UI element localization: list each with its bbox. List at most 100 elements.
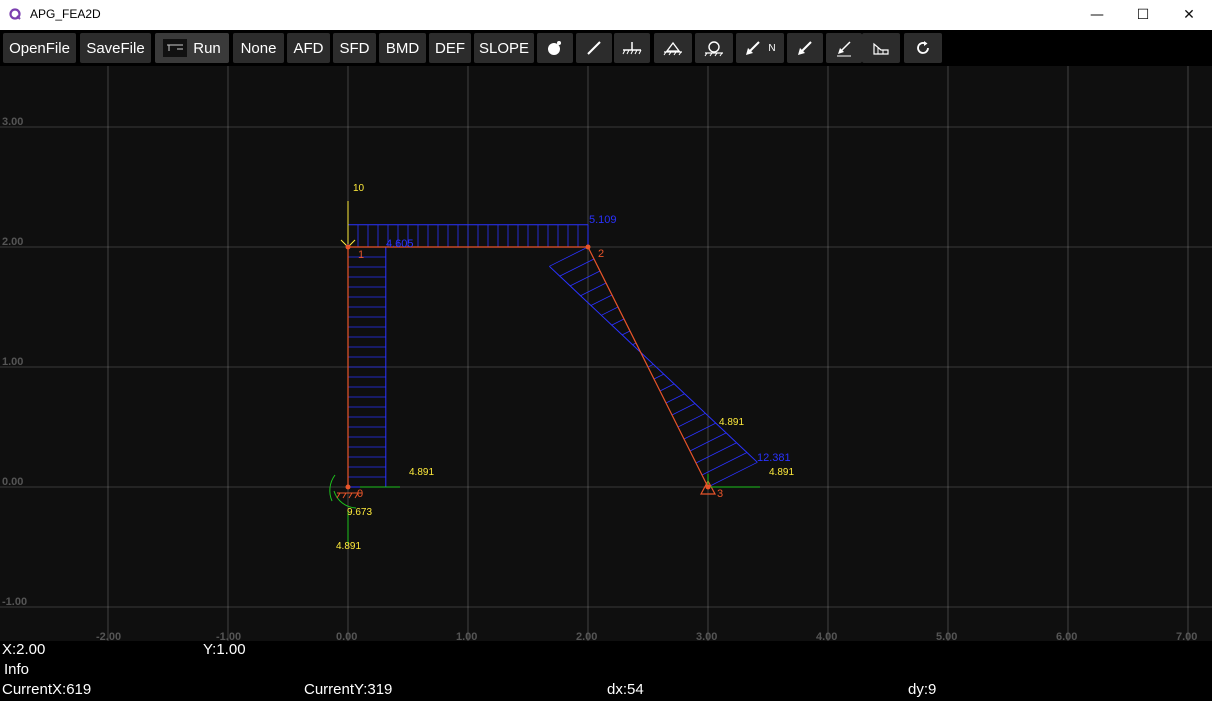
node-label-0: 0 <box>357 488 363 500</box>
base-vertical-reaction-value: 4.891 <box>336 541 361 552</box>
slant-hatch-line <box>677 412 706 428</box>
slant-hatch-line <box>689 432 727 452</box>
y-tick-label: 3.00 <box>2 116 23 128</box>
nodal-force-button[interactable]: N <box>736 33 784 63</box>
fixed-support-button[interactable] <box>614 33 650 63</box>
node-marker-2[interactable] <box>585 244 591 250</box>
slant-mid-value: 4.891 <box>719 417 744 428</box>
fixed-support-node-0 <box>329 474 400 544</box>
x-tick-label: -2.00 <box>96 631 121 641</box>
pin-support-button[interactable] <box>654 33 692 63</box>
run-label: Run <box>193 39 221 57</box>
rotate-button[interactable] <box>904 33 942 63</box>
bmd-button[interactable]: BMD <box>379 33 426 63</box>
y-tick-label: 2.00 <box>2 236 23 248</box>
node-label-3: 3 <box>717 488 723 500</box>
slant-hatch-line <box>569 270 601 287</box>
slant-hatch-line <box>695 442 737 464</box>
save-file-button[interactable]: SaveFile <box>80 33 151 63</box>
y-tick-label: -1.00 <box>2 596 27 608</box>
x-tick-label: 3.00 <box>696 631 717 641</box>
slant-hatch-line <box>647 363 654 368</box>
slant-hatch-line <box>653 373 664 380</box>
slant-hatch-line <box>632 342 637 346</box>
slant-diagram-edge <box>549 265 758 463</box>
slant-hatch-line <box>559 258 595 277</box>
slant-hatch-line <box>580 282 607 297</box>
y-readout: Y:1.00 <box>203 641 246 658</box>
slope-button[interactable]: SLOPE <box>474 33 534 63</box>
slant-hatch-line <box>549 246 589 267</box>
trapezoid-load-button[interactable] <box>862 33 900 63</box>
x-tick-label: -1.00 <box>216 631 241 641</box>
title-bar: APG_FEA2D — ☐ ✕ <box>0 0 1212 30</box>
trapezoid-load-icon <box>873 42 889 55</box>
slant-hatch-line <box>601 306 619 316</box>
node-marker-0[interactable] <box>345 484 351 490</box>
slant-end-value: 12.381 <box>757 452 791 464</box>
y-tick-label: 0.00 <box>2 476 23 488</box>
pin-support-icon <box>663 41 682 56</box>
nodal-force-icon <box>746 41 761 55</box>
status-bar: X:2.00 Y:1.00 Info CurrentX:619 CurrentY… <box>0 641 1212 701</box>
def-button[interactable]: DEF <box>429 33 471 63</box>
model-canvas[interactable]: -2.00 -1.00 0.00 1.00 2.00 3.00 4.00 5.00 6.00 7.… <box>0 66 1212 641</box>
toolbar: OpenFile SaveFile Run None AFD SFD BMD D… <box>0 30 1212 66</box>
load-value-label: 10 <box>353 183 365 194</box>
base-moment-value: 9.673 <box>347 507 372 518</box>
minimize-button[interactable]: — <box>1090 7 1104 23</box>
run-button[interactable]: Run <box>155 33 229 63</box>
node-tool-icon <box>548 41 561 55</box>
x-tick-label: 0.00 <box>336 631 357 641</box>
moment-reaction-arc <box>333 490 357 509</box>
current-y-readout: CurrentY:319 <box>304 681 393 698</box>
pin-support-node-3 <box>699 474 760 495</box>
beam-diagram <box>347 224 589 248</box>
app-icon <box>9 8 21 20</box>
node-marker-3[interactable] <box>705 484 711 490</box>
x-tick-label: 2.00 <box>576 631 597 641</box>
dy-readout: dy:9 <box>908 681 937 698</box>
x-tick-label: 7.00 <box>1176 631 1197 641</box>
node-label-1: 1 <box>358 249 364 261</box>
slant-hatch-line <box>590 294 613 306</box>
structure-plot[interactable]: -2.00 -1.00 0.00 1.00 2.00 3.00 4.00 5.00 6.00 7.… <box>0 66 1212 641</box>
maximize-button[interactable]: ☐ <box>1136 7 1150 23</box>
window-title: APG_FEA2D <box>30 7 101 21</box>
slant-hatch-line <box>659 383 675 392</box>
column-diagram <box>348 246 387 488</box>
slant-hatch-line <box>701 452 748 476</box>
fixed-support-icon <box>622 42 642 55</box>
node-tool-button[interactable] <box>537 33 573 63</box>
nodal-force-suffix: N <box>768 42 776 54</box>
member-tool-button[interactable] <box>576 33 612 63</box>
info-label: Info <box>4 661 30 678</box>
member-line[interactable] <box>587 246 709 488</box>
none-button[interactable]: None <box>233 33 284 63</box>
slant-hatch-line <box>611 318 625 326</box>
node3-reaction-value: 4.891 <box>769 467 794 478</box>
slant-hatch-line <box>665 393 685 404</box>
beam-left-value: 4.605 <box>386 238 414 250</box>
members <box>347 246 709 488</box>
member-load-icon <box>798 41 812 55</box>
roller-support-button[interactable] <box>695 33 733 63</box>
distributed-load-button[interactable] <box>826 33 862 63</box>
sfd-button[interactable]: SFD <box>333 33 376 63</box>
beam-icon <box>163 39 188 57</box>
current-x-readout: CurrentX:619 <box>2 681 92 698</box>
rotate-icon <box>917 41 929 54</box>
close-button[interactable]: ✕ <box>1183 7 1195 23</box>
open-file-button[interactable]: OpenFile <box>3 33 76 63</box>
slant-hatch-line <box>683 422 716 440</box>
x-tick-label: 5.00 <box>936 631 957 641</box>
member-load-button[interactable] <box>787 33 823 63</box>
y-tick-label: 1.00 <box>2 356 23 368</box>
node-marker-1[interactable] <box>345 244 351 250</box>
grid <box>0 66 1212 641</box>
x-tick-label: 6.00 <box>1056 631 1077 641</box>
member-tool-icon <box>587 41 601 55</box>
node-label-2: 2 <box>598 248 604 260</box>
afd-button[interactable]: AFD <box>287 33 330 63</box>
dx-readout: dx:54 <box>607 681 644 698</box>
